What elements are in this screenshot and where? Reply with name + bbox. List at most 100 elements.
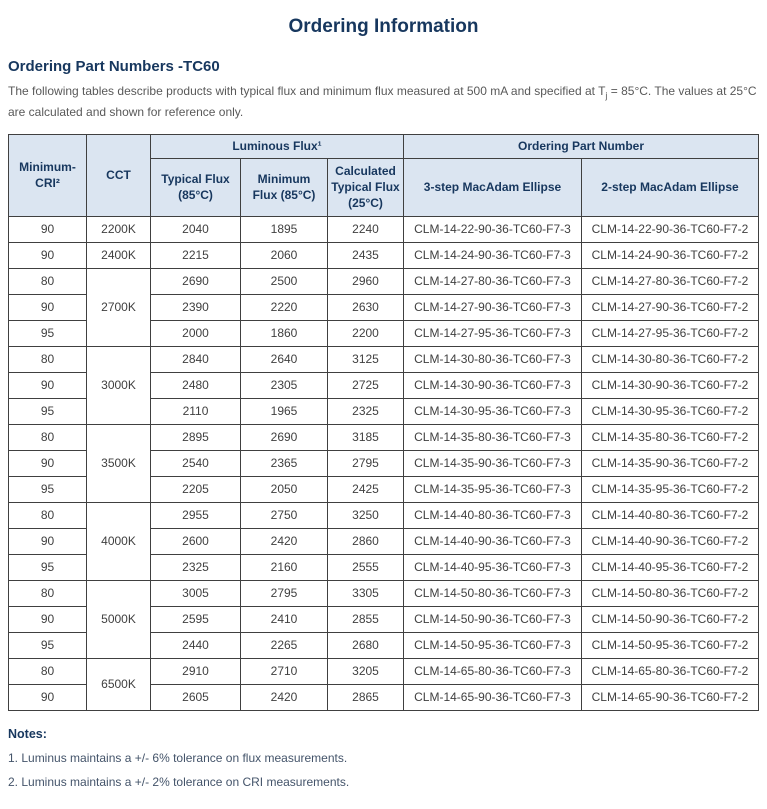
cell-part-number-2-step: CLM-14-65-80-36-TC60-F7-2: [581, 657, 759, 685]
cell-typical-flux: 2605: [150, 683, 241, 711]
cell-minimum-flux: 2220: [240, 293, 328, 321]
cell-calculated-flux: 2860: [327, 527, 404, 555]
cell-part-number-3-step: CLM-14-50-95-36-TC60-F7-3: [403, 631, 582, 659]
table-row: 80 3000K 2840 2640 3125 CLM-14-30-80-36-TC60-…: [8, 345, 759, 425]
table-row: 80 6500K 2910 2710 3205 CLM-14-65-80-36-TC60-…: [8, 657, 759, 711]
cell-typical-flux: 2910: [150, 657, 241, 685]
cell-min-cri: 90: [8, 605, 87, 633]
cell-calculated-flux: 2630: [327, 293, 404, 321]
cell-min-cri: 80: [8, 267, 87, 295]
table-row: 95 2325 2160 2555 CLM-14-40-95-36-TC60-F7-3 C…: [8, 553, 759, 581]
cell-part-number-2-step: CLM-14-30-95-36-TC60-F7-2: [581, 397, 759, 425]
header-min-cri: Minimum-CRI²: [8, 133, 87, 217]
notes-heading: Notes:: [8, 726, 47, 741]
cell-cct: 2200K: [86, 215, 151, 243]
table-row: 90 2605 2420 2865 CLM-14-65-90-36-TC60-F7-3 C…: [8, 683, 759, 711]
header-minimum-flux: Minimum Flux (85°C): [240, 157, 328, 217]
table-row: 90 2600 2420 2860 CLM-14-40-90-36-TC60-F7-3 C…: [8, 527, 759, 555]
cell-min-cri: 80: [8, 423, 87, 451]
cell-calculated-flux: 2855: [327, 605, 404, 633]
cell-min-cri: 80: [8, 657, 87, 685]
cell-typical-flux: 2325: [150, 553, 241, 581]
cell-calculated-flux: 2865: [327, 683, 404, 711]
cell-min-cri: 90: [8, 293, 87, 321]
cell-min-cri: 80: [8, 345, 87, 373]
cell-minimum-flux: 2795: [240, 579, 328, 607]
table-row: 90 2200K 2040 1895 2240 CLM-14-22-90-36-TC60-…: [8, 215, 759, 243]
cell-cct: 3000K: [86, 345, 151, 425]
cell-minimum-flux: 2420: [240, 683, 328, 711]
cell-calculated-flux: 2795: [327, 449, 404, 477]
cell-min-cri: 90: [8, 215, 87, 243]
cell-part-number-2-step: CLM-14-22-90-36-TC60-F7-2: [581, 215, 759, 243]
cell-min-cri: 90: [8, 371, 87, 399]
cell-min-cri: 95: [8, 553, 87, 581]
cell-typical-flux: 2440: [150, 631, 241, 659]
intro-text-before: The following tables describe products w…: [8, 84, 606, 98]
cell-part-number-2-step: CLM-14-27-95-36-TC60-F7-2: [581, 319, 759, 347]
cell-calculated-flux: 2960: [327, 267, 404, 295]
cell-calculated-flux: 3305: [327, 579, 404, 607]
cell-part-number-2-step: CLM-14-27-80-36-TC60-F7-2: [581, 267, 759, 295]
cell-minimum-flux: 2500: [240, 267, 328, 295]
table-row: 80 3500K 2895 2690 3185 CLM-14-35-80-36-TC60-…: [8, 423, 759, 503]
cell-typical-flux: 2205: [150, 475, 241, 503]
cell-calculated-flux: 3125: [327, 345, 404, 373]
cell-cct: 4000K: [86, 501, 151, 581]
cell-part-number-2-step: CLM-14-35-80-36-TC60-F7-2: [581, 423, 759, 451]
table-row: 80 2700K 2690 2500 2960 CLM-14-27-80-36-TC60-…: [8, 267, 759, 347]
cell-part-number-2-step: CLM-14-30-90-36-TC60-F7-2: [581, 371, 759, 399]
cell-min-cri: 80: [8, 501, 87, 529]
cell-part-number-3-step: CLM-14-40-90-36-TC60-F7-3: [403, 527, 582, 555]
cell-typical-flux: 2215: [150, 241, 241, 269]
cell-min-cri: 90: [8, 683, 87, 711]
table-row: 90 2400K 2215 2060 2435 CLM-14-24-90-36-TC60-…: [8, 241, 759, 269]
cell-typical-flux: 2110: [150, 397, 241, 425]
cell-calculated-flux: 3250: [327, 501, 404, 529]
header-3-step: 3-step MacAdam Ellipse: [403, 157, 582, 217]
cell-part-number-3-step: CLM-14-50-90-36-TC60-F7-3: [403, 605, 582, 633]
cell-part-number-3-step: CLM-14-27-95-36-TC60-F7-3: [403, 319, 582, 347]
cell-typical-flux: 2040: [150, 215, 241, 243]
cell-min-cri: 90: [8, 241, 87, 269]
intro-text-after: = 85°C. The values at 25°C are calculate…: [8, 84, 757, 119]
cell-part-number-2-step: CLM-14-50-95-36-TC60-F7-2: [581, 631, 759, 659]
cell-typical-flux: 2480: [150, 371, 241, 399]
cell-minimum-flux: 2690: [240, 423, 328, 451]
cell-minimum-flux: 2410: [240, 605, 328, 633]
cell-typical-flux: 3005: [150, 579, 241, 607]
cell-minimum-flux: 2265: [240, 631, 328, 659]
cell-typical-flux: 2595: [150, 605, 241, 633]
cell-typical-flux: 2690: [150, 267, 241, 295]
cell-minimum-flux: 2365: [240, 449, 328, 477]
cell-min-cri: 95: [8, 631, 87, 659]
cell-minimum-flux: 2160: [240, 553, 328, 581]
cell-part-number-3-step: CLM-14-35-80-36-TC60-F7-3: [403, 423, 582, 451]
table-body: 90 2200K 2040 1895 2240 CLM-14-22-90-36-TC60-…: [8, 215, 759, 711]
cell-part-number-3-step: CLM-14-40-80-36-TC60-F7-3: [403, 501, 582, 529]
cell-part-number-2-step: CLM-14-40-90-36-TC60-F7-2: [581, 527, 759, 555]
cell-typical-flux: 2000: [150, 319, 241, 347]
cell-part-number-3-step: CLM-14-35-95-36-TC60-F7-3: [403, 475, 582, 503]
cell-part-number-2-step: CLM-14-24-90-36-TC60-F7-2: [581, 241, 759, 269]
cell-part-number-2-step: CLM-14-50-90-36-TC60-F7-2: [581, 605, 759, 633]
cell-typical-flux: 2390: [150, 293, 241, 321]
cell-calculated-flux: 2325: [327, 397, 404, 425]
cell-minimum-flux: 2420: [240, 527, 328, 555]
cell-minimum-flux: 1895: [240, 215, 328, 243]
cell-part-number-3-step: CLM-14-30-90-36-TC60-F7-3: [403, 371, 582, 399]
cell-part-number-3-step: CLM-14-35-90-36-TC60-F7-3: [403, 449, 582, 477]
ordering-table: Minimum-CRI² CCT Luminous Flux¹ Ordering…: [8, 133, 759, 711]
cell-part-number-3-step: CLM-14-30-80-36-TC60-F7-3: [403, 345, 582, 373]
table-row: 80 4000K 2955 2750 3250 CLM-14-40-80-36-TC60-…: [8, 501, 759, 581]
cell-min-cri: 95: [8, 397, 87, 425]
header-luminous-flux-group: Luminous Flux¹: [150, 133, 404, 159]
cell-cct: 3500K: [86, 423, 151, 503]
cell-min-cri: 90: [8, 449, 87, 477]
cell-part-number-3-step: CLM-14-27-80-36-TC60-F7-3: [403, 267, 582, 295]
cell-calculated-flux: 2725: [327, 371, 404, 399]
cell-part-number-3-step: CLM-14-22-90-36-TC60-F7-3: [403, 215, 582, 243]
cell-typical-flux: 2840: [150, 345, 241, 373]
cell-part-number-2-step: CLM-14-27-90-36-TC60-F7-2: [581, 293, 759, 321]
cell-part-number-3-step: CLM-14-40-95-36-TC60-F7-3: [403, 553, 582, 581]
